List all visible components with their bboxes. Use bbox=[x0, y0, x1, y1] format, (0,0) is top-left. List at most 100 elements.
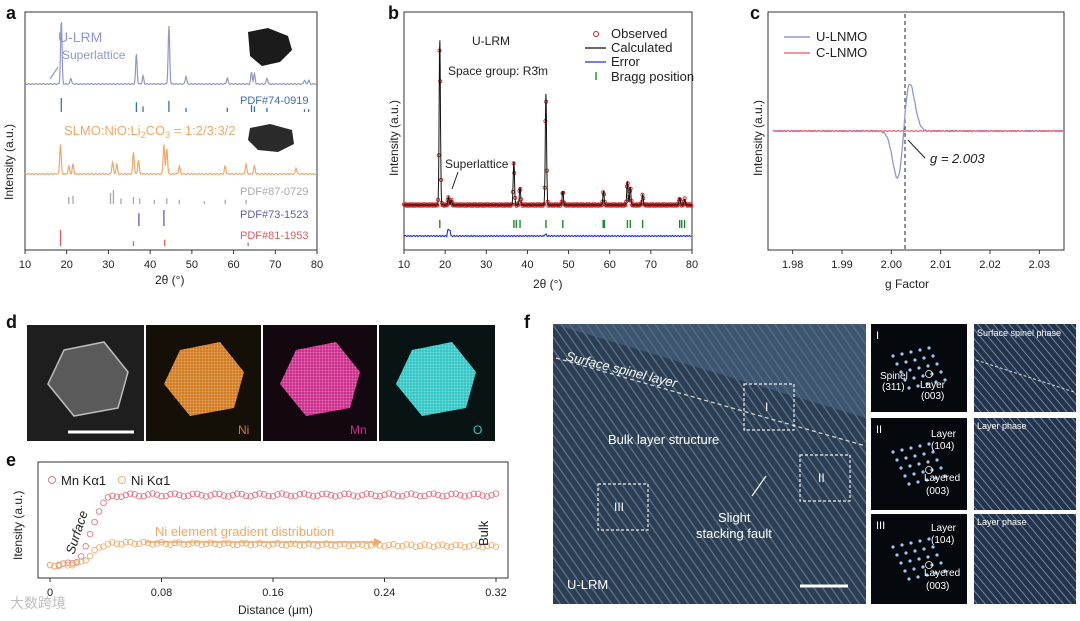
x-tick-label: 1.99 bbox=[831, 259, 852, 271]
map-mn-texture bbox=[280, 342, 360, 416]
panel-c-xlabel: g Factor bbox=[885, 277, 929, 291]
observed-point bbox=[689, 203, 694, 208]
ni-point bbox=[51, 562, 58, 570]
x-tick-label: 1.98 bbox=[782, 259, 803, 271]
ni-point bbox=[488, 541, 495, 549]
fft-spot bbox=[895, 553, 899, 557]
ni-point bbox=[225, 539, 232, 547]
mn-point bbox=[323, 490, 330, 497]
sample-label: U-LRM bbox=[567, 577, 608, 592]
panel-a-label: a bbox=[6, 3, 17, 23]
ni-point bbox=[305, 540, 312, 547]
fft-spot bbox=[931, 354, 935, 358]
ni-point bbox=[470, 541, 477, 549]
fft-spot bbox=[943, 378, 947, 382]
fft-III-l2: Layered bbox=[924, 568, 960, 579]
fft-spot bbox=[907, 386, 911, 390]
ni-point bbox=[86, 552, 94, 560]
panel-a-superlattice: Superlattice bbox=[62, 48, 126, 62]
mn-point bbox=[439, 493, 446, 500]
mn-point bbox=[149, 490, 156, 497]
fft-III-l3: (003) bbox=[926, 581, 949, 592]
mn-point bbox=[345, 490, 353, 498]
panel-c-ylabel: Intensity (a.u.) bbox=[751, 100, 765, 176]
mn-point bbox=[95, 508, 103, 515]
mn-point bbox=[305, 491, 312, 499]
panel-a-axes bbox=[24, 11, 318, 251]
mn-point bbox=[234, 490, 241, 497]
panel-a-trace2-label: SLMO:NiO:Li2CO3 = 1:2/3:3/2 bbox=[64, 123, 236, 140]
mn-point bbox=[376, 493, 384, 500]
panel-a: a Intensity (a.u.) 10 20 30 40 50 60 70 80 2θ (… bbox=[2, 3, 323, 287]
x-tick-label: 60 bbox=[604, 259, 616, 271]
x-tick-label: 30 bbox=[480, 259, 492, 271]
panel-e: e Itensity (a.u.) 0 0.08 0.16 0.24 0.32 Dist… bbox=[6, 450, 509, 617]
x-tick-label: 40 bbox=[144, 259, 156, 271]
mn-point bbox=[421, 492, 428, 500]
fft-spot bbox=[904, 551, 908, 555]
mn-point bbox=[470, 490, 477, 498]
fft-spot bbox=[935, 458, 939, 462]
x-tick-label: 0.16 bbox=[262, 587, 283, 599]
fft-spot bbox=[899, 466, 903, 470]
fft-spot bbox=[908, 368, 912, 372]
x-tick-label: 50 bbox=[562, 259, 574, 271]
phase-boundary bbox=[975, 359, 1075, 393]
fft-spot bbox=[917, 557, 921, 561]
ni-point bbox=[461, 543, 469, 551]
panel-e-xlabel: Distance (μm) bbox=[238, 603, 313, 617]
fft-spot bbox=[927, 346, 931, 350]
mn-point bbox=[492, 490, 500, 497]
sem-particle bbox=[47, 341, 129, 417]
panel-a-trace-mix bbox=[24, 144, 318, 176]
fft-spot bbox=[925, 382, 929, 386]
panel-e-bulk: Bulk bbox=[476, 520, 491, 546]
mn-point bbox=[144, 491, 152, 498]
region-III-box bbox=[597, 483, 649, 531]
mn-point bbox=[336, 492, 344, 499]
mn-point bbox=[162, 492, 170, 500]
mn-point bbox=[158, 493, 165, 500]
mn-point bbox=[434, 491, 442, 499]
mn-point bbox=[100, 499, 107, 507]
ni-point bbox=[60, 560, 67, 568]
fft-spot bbox=[921, 565, 925, 569]
mn-point bbox=[292, 492, 299, 500]
mn-point bbox=[408, 490, 415, 497]
mn-point bbox=[193, 490, 201, 497]
x-tick-label: 20 bbox=[61, 259, 73, 271]
panel-b-superlattice: Superlattice bbox=[445, 157, 509, 171]
mn-point bbox=[372, 492, 379, 500]
mn-point bbox=[412, 491, 419, 498]
fft-spot bbox=[916, 575, 920, 579]
fft-marker bbox=[925, 561, 933, 569]
mn-point bbox=[483, 493, 491, 500]
panel-b-label: b bbox=[388, 3, 399, 23]
ni-point bbox=[332, 542, 339, 550]
x-tick-label: 0.08 bbox=[151, 587, 172, 599]
ni-point bbox=[385, 541, 393, 549]
mn-point bbox=[452, 490, 460, 497]
fft-spot bbox=[899, 370, 903, 374]
fft-I-l0: Spinel bbox=[880, 371, 908, 382]
ni-point bbox=[416, 542, 424, 550]
ni-point bbox=[341, 540, 348, 548]
mn-point bbox=[211, 490, 219, 498]
fft-I-l1: (311) bbox=[882, 382, 905, 393]
mn-point bbox=[242, 492, 250, 500]
panel-b: b Intensity (a.u.) 10 20 30 40 50 60 70 80 2θ (… bbox=[387, 3, 698, 291]
mn-point bbox=[185, 492, 192, 500]
fft-spot bbox=[934, 571, 938, 575]
region-I-label: I bbox=[765, 400, 768, 414]
ni-point bbox=[412, 543, 419, 550]
mn-point bbox=[457, 492, 464, 499]
mn-point bbox=[202, 493, 210, 500]
fft-spot bbox=[925, 478, 929, 482]
mn-point bbox=[296, 490, 304, 498]
fft-spot bbox=[939, 370, 943, 374]
ni-point bbox=[193, 539, 201, 547]
map-ni-label: Ni bbox=[238, 423, 249, 437]
panel-a-pdf4-label: PDF#81-1953 bbox=[240, 230, 309, 242]
fft-spot bbox=[912, 376, 916, 380]
phase-surface-spinel bbox=[974, 324, 1076, 412]
